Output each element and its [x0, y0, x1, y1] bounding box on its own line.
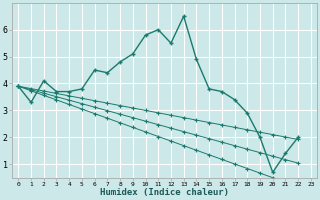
- X-axis label: Humidex (Indice chaleur): Humidex (Indice chaleur): [100, 188, 229, 197]
